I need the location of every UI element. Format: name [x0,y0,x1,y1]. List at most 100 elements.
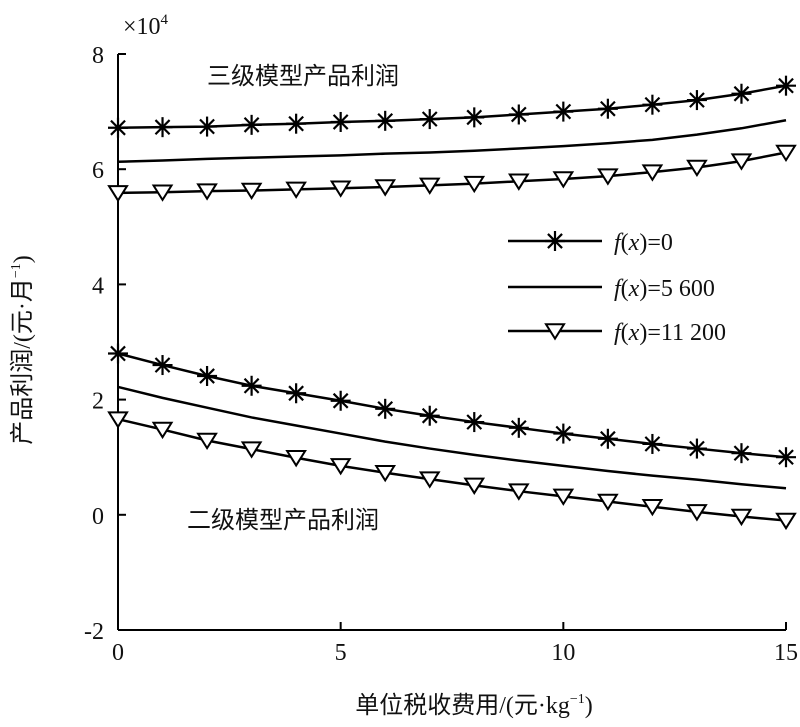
legend-label: f(x)=0 [614,230,673,256]
legend-entry-2: f(x)=11 200 [508,320,726,346]
triangle-marker [107,185,129,203]
y-tick-label: 4 [92,273,104,299]
asterisk-marker [197,116,218,137]
asterisk-marker [419,109,440,130]
annotation-level3: 三级模型产品利润 [207,63,399,90]
triangle-marker [686,159,708,178]
asterisk-marker [642,94,663,115]
asterisk-marker [375,110,396,131]
series-level2-3 [108,343,796,468]
x-tick-label: 10 [551,640,575,666]
legend-entry-0: f(x)=0 [508,230,673,256]
asterisk-marker [776,447,796,468]
asterisk-marker [286,383,307,404]
asterisk-marker [597,428,618,449]
series-line [117,151,787,195]
triangle-marker [196,183,218,201]
series-level2-5 [107,411,797,531]
legend: f(x)=0 f(x)=5 600 f(x)=11 200 [508,230,726,346]
triangle-marker [597,168,619,186]
asterisk-marker [686,90,707,111]
asterisk-marker [241,114,262,135]
triangle-marker [552,488,575,506]
triangle-marker [775,512,797,531]
triangle-marker [507,173,530,191]
triangle-marker [151,421,174,440]
triangle-marker [374,465,397,483]
triangle-marker [285,450,307,468]
asterisk-marker [330,111,351,132]
axis-ticks: -2 0 2 4 6 8 0 5 10 15 [84,43,798,666]
x-axis-label: 单位税收费用/(元·kg−1) [355,692,593,719]
asterisk-marker [553,101,574,122]
triangle-marker [329,458,352,476]
triangle-marker [285,181,307,199]
asterisk-marker [197,365,218,386]
triangle-marker [463,477,486,495]
y-tick-label: 2 [92,389,104,415]
asterisk-marker [152,355,173,376]
series-level2-4 [117,385,787,490]
asterisk-marker [286,113,307,134]
asterisk-marker [776,75,796,96]
triangle-marker [552,171,575,189]
asterisk-marker [241,375,262,396]
legend-label: f(x)=11 200 [614,320,726,346]
asterisk-marker [597,98,618,119]
triangle-marker [775,144,797,163]
triangle-marker [329,180,352,198]
triangle-marker [107,411,129,429]
y-tick-label: 6 [92,158,104,184]
y-tick-label: 0 [92,504,104,530]
triangle-marker [686,504,708,522]
asterisk-marker [553,423,574,444]
triangle-marker [641,164,664,182]
asterisk-marker [508,417,529,438]
series-level3-0 [108,75,796,138]
asterisk-marker [330,390,351,411]
triangle-marker [418,177,441,195]
series-layer [107,75,797,531]
series-line [117,385,787,490]
series-level3-1 [117,119,787,163]
triangle-marker [730,153,753,171]
legend-label: f(x)=5 600 [614,276,715,302]
asterisk-marker [108,117,128,138]
asterisk-marker [152,117,173,138]
asterisk-marker [108,343,128,364]
triangle-marker [641,498,664,517]
asterisk-marker [464,412,485,433]
triangle-marker [196,432,218,451]
asterisk-marker [731,83,752,104]
triangle-marker [507,483,530,501]
x-tick-label: 15 [774,640,798,666]
series-line [117,352,787,459]
series-level3-2 [107,144,797,203]
y-axis-label: 产品利润/(元·月−1) [9,255,36,445]
triangle-marker [730,508,753,527]
annotation-level2: 二级模型产品利润 [187,507,379,534]
series-line [117,84,787,129]
asterisk-marker [508,104,529,125]
x-tick-label: 5 [335,640,347,666]
asterisk-marker [375,398,396,419]
triangle-marker [418,471,441,489]
triangle-marker [240,441,263,459]
y-multiplier-label: ×104 [123,12,169,40]
asterisk-marker [545,231,565,251]
asterisk-marker [642,433,663,454]
x-tick-label: 0 [112,640,124,666]
y-tick-label: -2 [84,619,104,645]
asterisk-marker [419,405,440,426]
triangle-marker [544,323,566,341]
triangle-marker [240,182,263,201]
series-line [117,119,787,163]
triangle-marker [463,175,486,194]
asterisk-marker [686,438,707,459]
series-line [117,417,787,522]
legend-entry-1: f(x)=5 600 [508,276,715,302]
triangle-marker [151,184,174,202]
triangle-marker [374,179,397,197]
triangle-marker [597,493,619,512]
